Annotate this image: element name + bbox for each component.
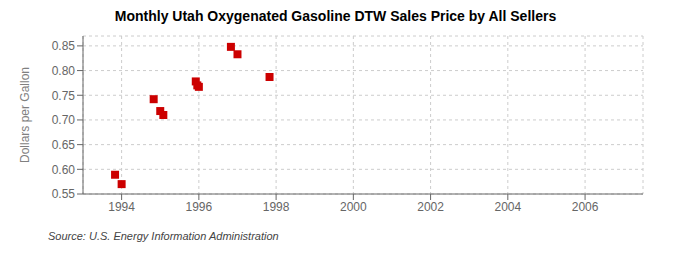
- svg-text:1998: 1998: [263, 200, 290, 214]
- svg-text:0.60: 0.60: [52, 163, 76, 177]
- html-text:Source: U.S. Energy Informatio: Source: U.S. Energy Information Administ…: [48, 230, 279, 242]
- svg-text:0.80: 0.80: [52, 64, 76, 78]
- svg-text:0.70: 0.70: [52, 113, 76, 127]
- svg-text:0.75: 0.75: [52, 89, 76, 103]
- html-text:Monthly Utah Oxygenated Gasoli: Monthly Utah Oxygenated Gasoline DTW Sal…: [114, 8, 557, 24]
- svg-text:0.65: 0.65: [52, 138, 76, 152]
- svg-text:2002: 2002: [417, 200, 444, 214]
- svg-text:1996: 1996: [186, 200, 213, 214]
- svg-text:0.85: 0.85: [52, 39, 76, 53]
- svg-text:2006: 2006: [572, 200, 599, 214]
- svg-text:0.55: 0.55: [52, 187, 76, 201]
- svg-text:2000: 2000: [340, 200, 367, 214]
- svg-text:1994: 1994: [108, 200, 135, 214]
- svg-text:2004: 2004: [494, 200, 521, 214]
- svg-text:Dollars per Gallon: Dollars per Gallon: [18, 67, 32, 163]
